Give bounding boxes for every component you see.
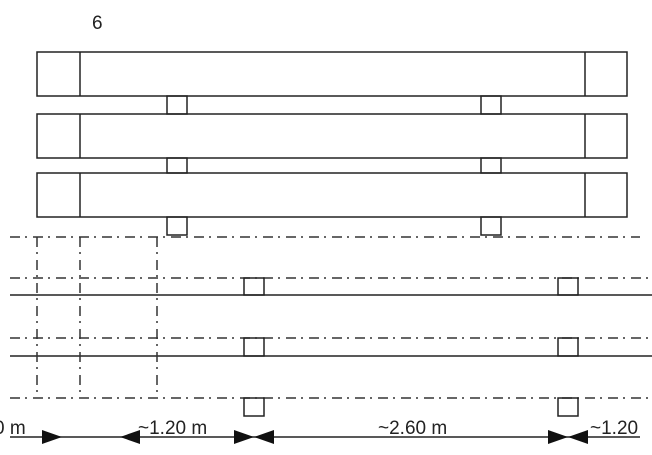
dimension-label: ~2.60 m — [378, 418, 447, 439]
dimension-label: ~1.20 m — [138, 418, 207, 439]
dimension-label: 0 m — [0, 418, 26, 439]
upper-planks — [36, 51, 628, 236]
figure-number: 6 — [92, 13, 103, 34]
dimension-label: ~1.20 — [590, 418, 638, 439]
lower-planks — [10, 236, 652, 417]
dimension-arrows — [10, 430, 640, 444]
